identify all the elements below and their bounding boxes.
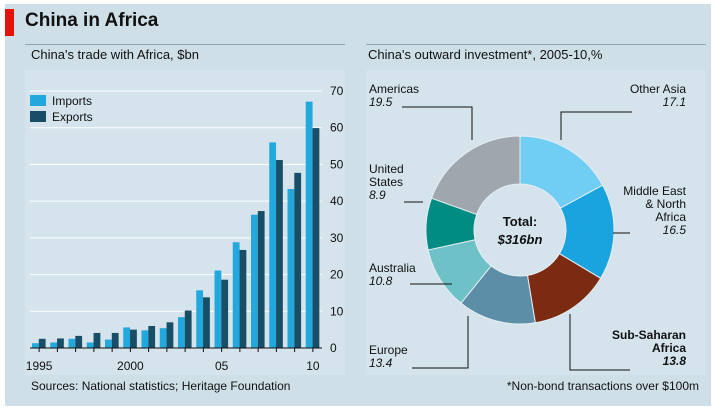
callout-value-americas: 19.5	[369, 95, 393, 109]
callout-label-other-asia: Other Asia	[630, 82, 686, 96]
trade-legend: Imports Exports	[30, 94, 93, 124]
legend-swatch-exports	[30, 111, 46, 122]
callout-leader-europe	[412, 316, 469, 369]
callout-leader-other-asia	[560, 111, 632, 140]
callout-leader-americas	[402, 106, 473, 140]
x-tick-label-1995: 1995	[26, 359, 53, 373]
y-tick-label-30: 30	[330, 231, 344, 245]
callout-label-sub-saharan-africa: Sub-Saharan Africa	[612, 328, 686, 355]
callout-label-australia: Australia	[369, 261, 416, 275]
bar-imports-2008	[269, 142, 277, 348]
donut-hole	[475, 185, 565, 275]
bar-exports-1999	[111, 332, 119, 348]
callout-label-americas: Americas	[369, 82, 419, 96]
y-tick-label-50: 50	[330, 157, 344, 171]
legend-label-exports: Exports	[52, 110, 93, 124]
donut-center-value: $316bn	[497, 232, 543, 247]
callout-value-australia: 10.8	[369, 274, 393, 288]
right-title-rule	[366, 44, 706, 45]
bar-imports-1998	[86, 342, 94, 348]
callout-label-united-states: United States	[369, 162, 404, 189]
bar-imports-1999	[105, 339, 112, 348]
bar-exports-1998	[93, 332, 101, 348]
bar-exports-1995	[38, 338, 46, 348]
x-tick-label-2000: 2000	[117, 359, 144, 373]
legend-label-imports: Imports	[52, 94, 92, 108]
bar-exports-2008	[276, 160, 283, 348]
callout-leader-sub-saharan-africa	[569, 314, 630, 371]
bar-imports-2005	[214, 270, 222, 348]
bar-exports-2005	[221, 279, 229, 348]
bar-imports-1995	[32, 343, 39, 348]
bar-imports-2009	[287, 189, 295, 348]
callout-value-middle-east-north-africa: 16.5	[663, 223, 687, 237]
bar-exports-2009	[294, 172, 302, 348]
bar-imports-2007	[251, 214, 258, 348]
left-title-rule	[25, 44, 345, 45]
y-tick-label-0: 0	[330, 341, 337, 355]
investment-chart-subtitle: China's outward investment*, 2005-10,%	[368, 47, 603, 62]
callout-label-middle-east-north-africa: Middle East & North Africa	[623, 184, 686, 224]
bar-imports-1996	[50, 342, 58, 348]
trade-bar-chart: 0 10 20 30 40 50 60 70 1995 2000 05 10	[26, 84, 344, 373]
investment-donut-chart	[425, 135, 615, 325]
legend-swatch-imports	[30, 95, 46, 106]
y-tick-label-40: 40	[330, 194, 344, 208]
y-tick-label-70: 70	[330, 84, 344, 98]
bar-exports-2001	[148, 325, 156, 348]
bar-exports-2000	[130, 329, 137, 348]
bar-exports-1997	[75, 335, 83, 348]
callout-value-other-asia: 17.1	[663, 95, 686, 109]
bar-imports-2002	[159, 328, 167, 348]
sources-note: Sources: National statistics; Heritage F…	[31, 379, 291, 393]
trade-chart-subtitle: China's trade with Africa, $bn	[31, 47, 199, 62]
y-tick-label-20: 20	[330, 268, 344, 282]
y-tick-label-10: 10	[330, 304, 344, 318]
bar-exports-2004	[203, 297, 210, 348]
bar-exports-2010	[312, 128, 320, 348]
footnote: *Non-bond transactions over $100m	[506, 379, 699, 393]
brand-red-tag	[5, 9, 14, 36]
y-tick-label-60: 60	[330, 121, 344, 135]
page-title: China in Africa	[25, 10, 159, 31]
callout-value-sub-saharan-africa: 13.8	[663, 354, 687, 368]
bar-imports-2001	[141, 330, 149, 348]
bar-imports-2006	[232, 242, 240, 348]
callout-value-europe: 13.4	[369, 356, 393, 370]
bar-imports-2004	[196, 290, 204, 348]
bar-exports-1996	[57, 338, 64, 348]
bar-imports-1997	[68, 338, 76, 348]
bar-imports-2010	[305, 101, 313, 348]
callout-value-united-states: 8.9	[369, 188, 386, 202]
bar-exports-2003	[184, 310, 192, 348]
x-tick-label-05: 05	[215, 359, 229, 373]
bar-imports-2000	[123, 327, 131, 348]
x-tick-label-10: 10	[306, 359, 320, 373]
bar-exports-2002	[166, 322, 174, 348]
donut-center-label: Total:	[503, 214, 537, 229]
bar-exports-2007	[257, 211, 265, 348]
bar-imports-2003	[178, 317, 185, 348]
donut-slice-americas	[430, 135, 521, 216]
bar-exports-2006	[239, 249, 247, 348]
callout-label-europe: Europe	[369, 343, 408, 357]
